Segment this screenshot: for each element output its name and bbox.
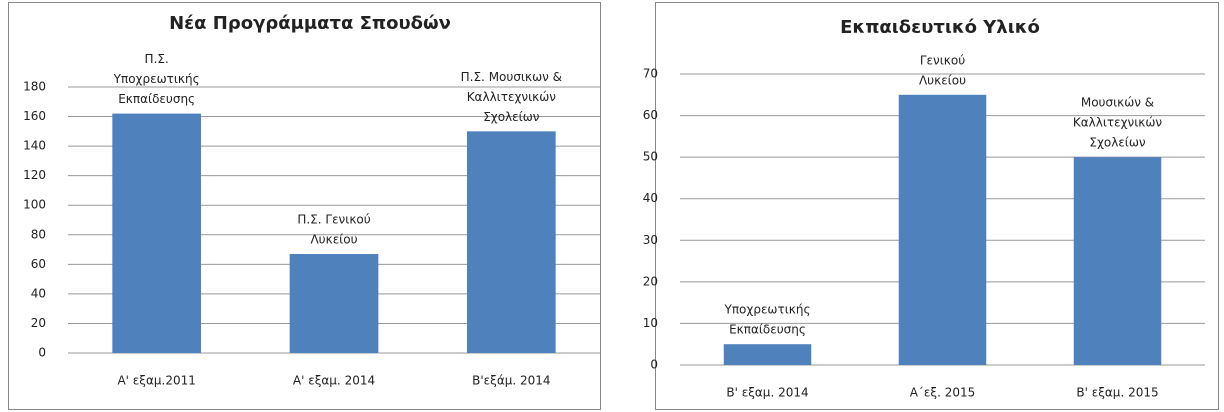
y-tick-label: 20 [643,274,658,288]
bar [898,94,987,366]
x-tick-label: Β'εξάμ. 2014 [472,374,550,388]
x-tick-label: Α' εξαμ. 2014 [293,374,375,388]
y-tick-label: 60 [31,257,46,271]
y-tick-label: 40 [643,191,658,205]
bar-annotation: Υποχρεωτικής [113,72,200,86]
bar-annotation: Καλλιτεχνικών [467,90,557,104]
bar [723,344,812,365]
y-tick-label: 10 [643,316,658,330]
bar-annotation: Λυκείου [310,232,357,246]
bar-annotation: Π.Σ. Γενικού [297,212,370,226]
bar-annotation: Σχολείων [1089,136,1146,150]
y-tick-label: 160 [23,109,46,123]
y-tick-label: 120 [23,168,46,182]
x-tick-label: Α' εξαμ.2011 [117,374,195,388]
y-tick-label: 140 [23,139,46,153]
y-tick-label: 180 [23,80,46,94]
y-tick-label: 0 [650,358,658,372]
y-tick-label: 60 [643,108,658,122]
bar [1073,157,1162,365]
bar-annotation: Μουσικών & [1081,96,1154,110]
bar-annotation: Καλλιτεχνικών [1073,116,1163,130]
bar-annotation: Υποχρεωτικής [724,303,811,317]
bar [467,131,556,353]
y-tick-label: 50 [643,150,658,164]
y-tick-label: 40 [31,286,46,300]
chart-title: Εκπαιδευτικό Υλικό [840,17,1040,38]
bar-annotation: Γενικού [920,53,965,67]
bar-annotation: Εκπαίδευσης [729,323,806,337]
bar-annotation: Σχολείων [483,110,540,124]
y-tick-label: 70 [643,67,658,81]
y-tick-label: 0 [38,346,46,360]
bar-annotation: Λυκείου [919,73,966,87]
bar [289,253,379,353]
y-tick-label: 80 [31,227,46,241]
y-tick-label: 20 [31,316,46,330]
bar [112,113,201,353]
x-tick-label: Β' εξαμ. 2015 [1076,386,1158,400]
y-tick-label: 30 [643,233,658,247]
bar-annotation: Π.Σ. Μουσικων & [461,70,562,84]
chart-title: Νέα Προγράμματα Σπουδών [169,13,451,34]
x-tick-label: Β' εξαμ. 2014 [726,386,808,400]
y-tick-label: 100 [23,198,46,212]
x-tick-label: Α΄εξ. 2015 [910,386,976,400]
bar-annotation: Π.Σ. [145,52,169,66]
bar-annotation: Εκπαίδευσης [118,92,195,106]
